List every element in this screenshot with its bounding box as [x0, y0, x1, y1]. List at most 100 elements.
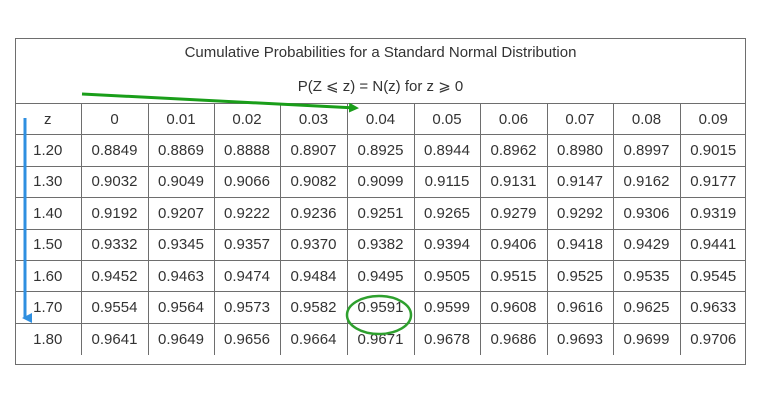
row-header-z-value: 1.40 — [15, 197, 82, 230]
probability-cell: 0.9370 — [279, 228, 348, 261]
probability-cell: 0.9608 — [479, 291, 548, 324]
probability-cell: 0.9115 — [413, 165, 481, 199]
probability-cell: 0.9418 — [546, 228, 614, 261]
probability-cell: 0.9441 — [679, 228, 746, 261]
probability-cell: 0.8962 — [479, 134, 548, 167]
normal-distribution-table: z 0 0.01 0.02 0.03 0.04 0.05 0.06 0.07 0.08 0.09 1… — [15, 102, 746, 355]
table-row: 1.80 0.9641 0.9649 0.9656 0.9664 0.9671 0.9678… — [15, 322, 746, 355]
row-header-z-value: 1.60 — [15, 259, 82, 293]
table-row: 1.40 0.9192 0.9207 0.9222 0.9236 0.9251 0.9265… — [15, 197, 746, 230]
probability-cell: 0.9306 — [612, 197, 681, 230]
probability-cell: 0.9664 — [279, 322, 348, 355]
probability-cell: 0.9671 — [346, 322, 415, 355]
probability-cell: 0.9292 — [546, 197, 614, 230]
probability-cell: 0.9616 — [546, 291, 614, 324]
probability-cell: 0.9406 — [479, 228, 548, 261]
probability-cell: 0.9222 — [213, 197, 281, 230]
probability-cell: 0.8944 — [413, 134, 481, 167]
row-header-z-value: 1.50 — [15, 228, 82, 261]
probability-cell: 0.8980 — [546, 134, 614, 167]
probability-cell: 0.9147 — [546, 165, 614, 199]
probability-cell: 0.9656 — [213, 322, 281, 355]
probability-cell: 0.9319 — [679, 197, 746, 230]
probability-cell: 0.8997 — [612, 134, 681, 167]
probability-cell: 0.9678 — [413, 322, 481, 355]
column-header: 0.02 — [213, 102, 281, 136]
probability-cell: 0.9515 — [479, 259, 548, 293]
table-body: 1.20 0.8849 0.8869 0.8888 0.8907 0.8925 0.8944… — [15, 134, 746, 355]
column-header: 0.05 — [413, 102, 481, 136]
column-header: 0.07 — [546, 102, 614, 136]
table-row: 1.50 0.9332 0.9345 0.9357 0.9370 0.9382 0.9394… — [15, 228, 746, 261]
probability-cell: 0.9641 — [80, 322, 149, 355]
table-row: 1.30 0.9032 0.9049 0.9066 0.9082 0.9099 0.9115… — [15, 165, 746, 199]
probability-cell: 0.9032 — [80, 165, 149, 199]
probability-cell: 0.9591 — [346, 291, 415, 324]
probability-cell: 0.9554 — [80, 291, 149, 324]
probability-cell: 0.9236 — [279, 197, 348, 230]
probability-cell: 0.8869 — [147, 134, 215, 167]
column-header: 0.09 — [679, 102, 746, 136]
probability-cell: 0.9505 — [413, 259, 481, 293]
probability-cell: 0.9699 — [612, 322, 681, 355]
probability-cell: 0.9394 — [413, 228, 481, 261]
probability-cell: 0.9099 — [346, 165, 415, 199]
column-header: 0.08 — [612, 102, 681, 136]
table-title: Cumulative Probabilities for a Standard … — [184, 44, 577, 61]
probability-cell: 0.9599 — [413, 291, 481, 324]
probability-cell: 0.9649 — [147, 322, 215, 355]
probability-cell: 0.9382 — [346, 228, 415, 261]
probability-cell: 0.8888 — [213, 134, 281, 167]
probability-cell: 0.9573 — [213, 291, 281, 324]
probability-cell: 0.9525 — [546, 259, 614, 293]
row-header-z-value: 1.30 — [15, 165, 82, 199]
table-row: 1.60 0.9452 0.9463 0.9474 0.9484 0.9495 0.9505… — [15, 259, 746, 293]
probability-cell: 0.9429 — [612, 228, 681, 261]
probability-cell: 0.9015 — [679, 134, 746, 167]
probability-cell: 0.8925 — [346, 134, 415, 167]
column-header: 0.01 — [147, 102, 215, 136]
probability-cell: 0.9251 — [346, 197, 415, 230]
column-header-z: z — [15, 102, 82, 136]
probability-cell: 0.9693 — [546, 322, 614, 355]
probability-cell: 0.9357 — [213, 228, 281, 261]
row-header-z-value: 1.80 — [15, 322, 82, 355]
probability-cell: 0.9484 — [279, 259, 348, 293]
table-row: 1.20 0.8849 0.8869 0.8888 0.8907 0.8925 0.8944… — [15, 134, 746, 167]
column-header: 0.03 — [279, 102, 348, 136]
probability-cell: 0.9162 — [612, 165, 681, 199]
probability-cell: 0.9633 — [679, 291, 746, 324]
probability-cell: 0.9207 — [147, 197, 215, 230]
probability-cell: 0.9192 — [80, 197, 149, 230]
probability-cell: 0.9265 — [413, 197, 481, 230]
table-subtitle: P(Z ⩽ z) = N(z) for z ⩾ 0 — [297, 78, 464, 95]
probability-cell: 0.9564 — [147, 291, 215, 324]
column-header: 0.04 — [346, 102, 415, 136]
probability-cell: 0.8849 — [80, 134, 149, 167]
probability-cell: 0.9535 — [612, 259, 681, 293]
probability-cell: 0.9177 — [679, 165, 746, 199]
row-header-z-value: 1.70 — [15, 291, 82, 324]
column-header: 0.06 — [479, 102, 548, 136]
probability-cell: 0.9332 — [80, 228, 149, 261]
probability-cell: 0.9345 — [147, 228, 215, 261]
column-header: 0 — [80, 102, 149, 136]
probability-cell: 0.9066 — [213, 165, 281, 199]
row-header-z-value: 1.20 — [15, 134, 82, 167]
probability-cell: 0.9131 — [479, 165, 548, 199]
probability-cell: 0.9279 — [479, 197, 548, 230]
probability-cell: 0.8907 — [279, 134, 348, 167]
table-row: 1.70 0.9554 0.9564 0.9573 0.9582 0.9591 0.9599… — [15, 291, 746, 324]
probability-cell: 0.9706 — [679, 322, 746, 355]
probability-cell: 0.9463 — [147, 259, 215, 293]
probability-cell: 0.9545 — [679, 259, 746, 293]
probability-cell: 0.9082 — [279, 165, 348, 199]
probability-cell: 0.9582 — [279, 291, 348, 324]
probability-cell: 0.9049 — [147, 165, 215, 199]
probability-cell: 0.9495 — [346, 259, 415, 293]
header-row: z 0 0.01 0.02 0.03 0.04 0.05 0.06 0.07 0.08 0.09 — [15, 102, 746, 136]
probability-cell: 0.9625 — [612, 291, 681, 324]
probability-cell: 0.9452 — [80, 259, 149, 293]
probability-cell: 0.9686 — [479, 322, 548, 355]
probability-cell: 0.9474 — [213, 259, 281, 293]
